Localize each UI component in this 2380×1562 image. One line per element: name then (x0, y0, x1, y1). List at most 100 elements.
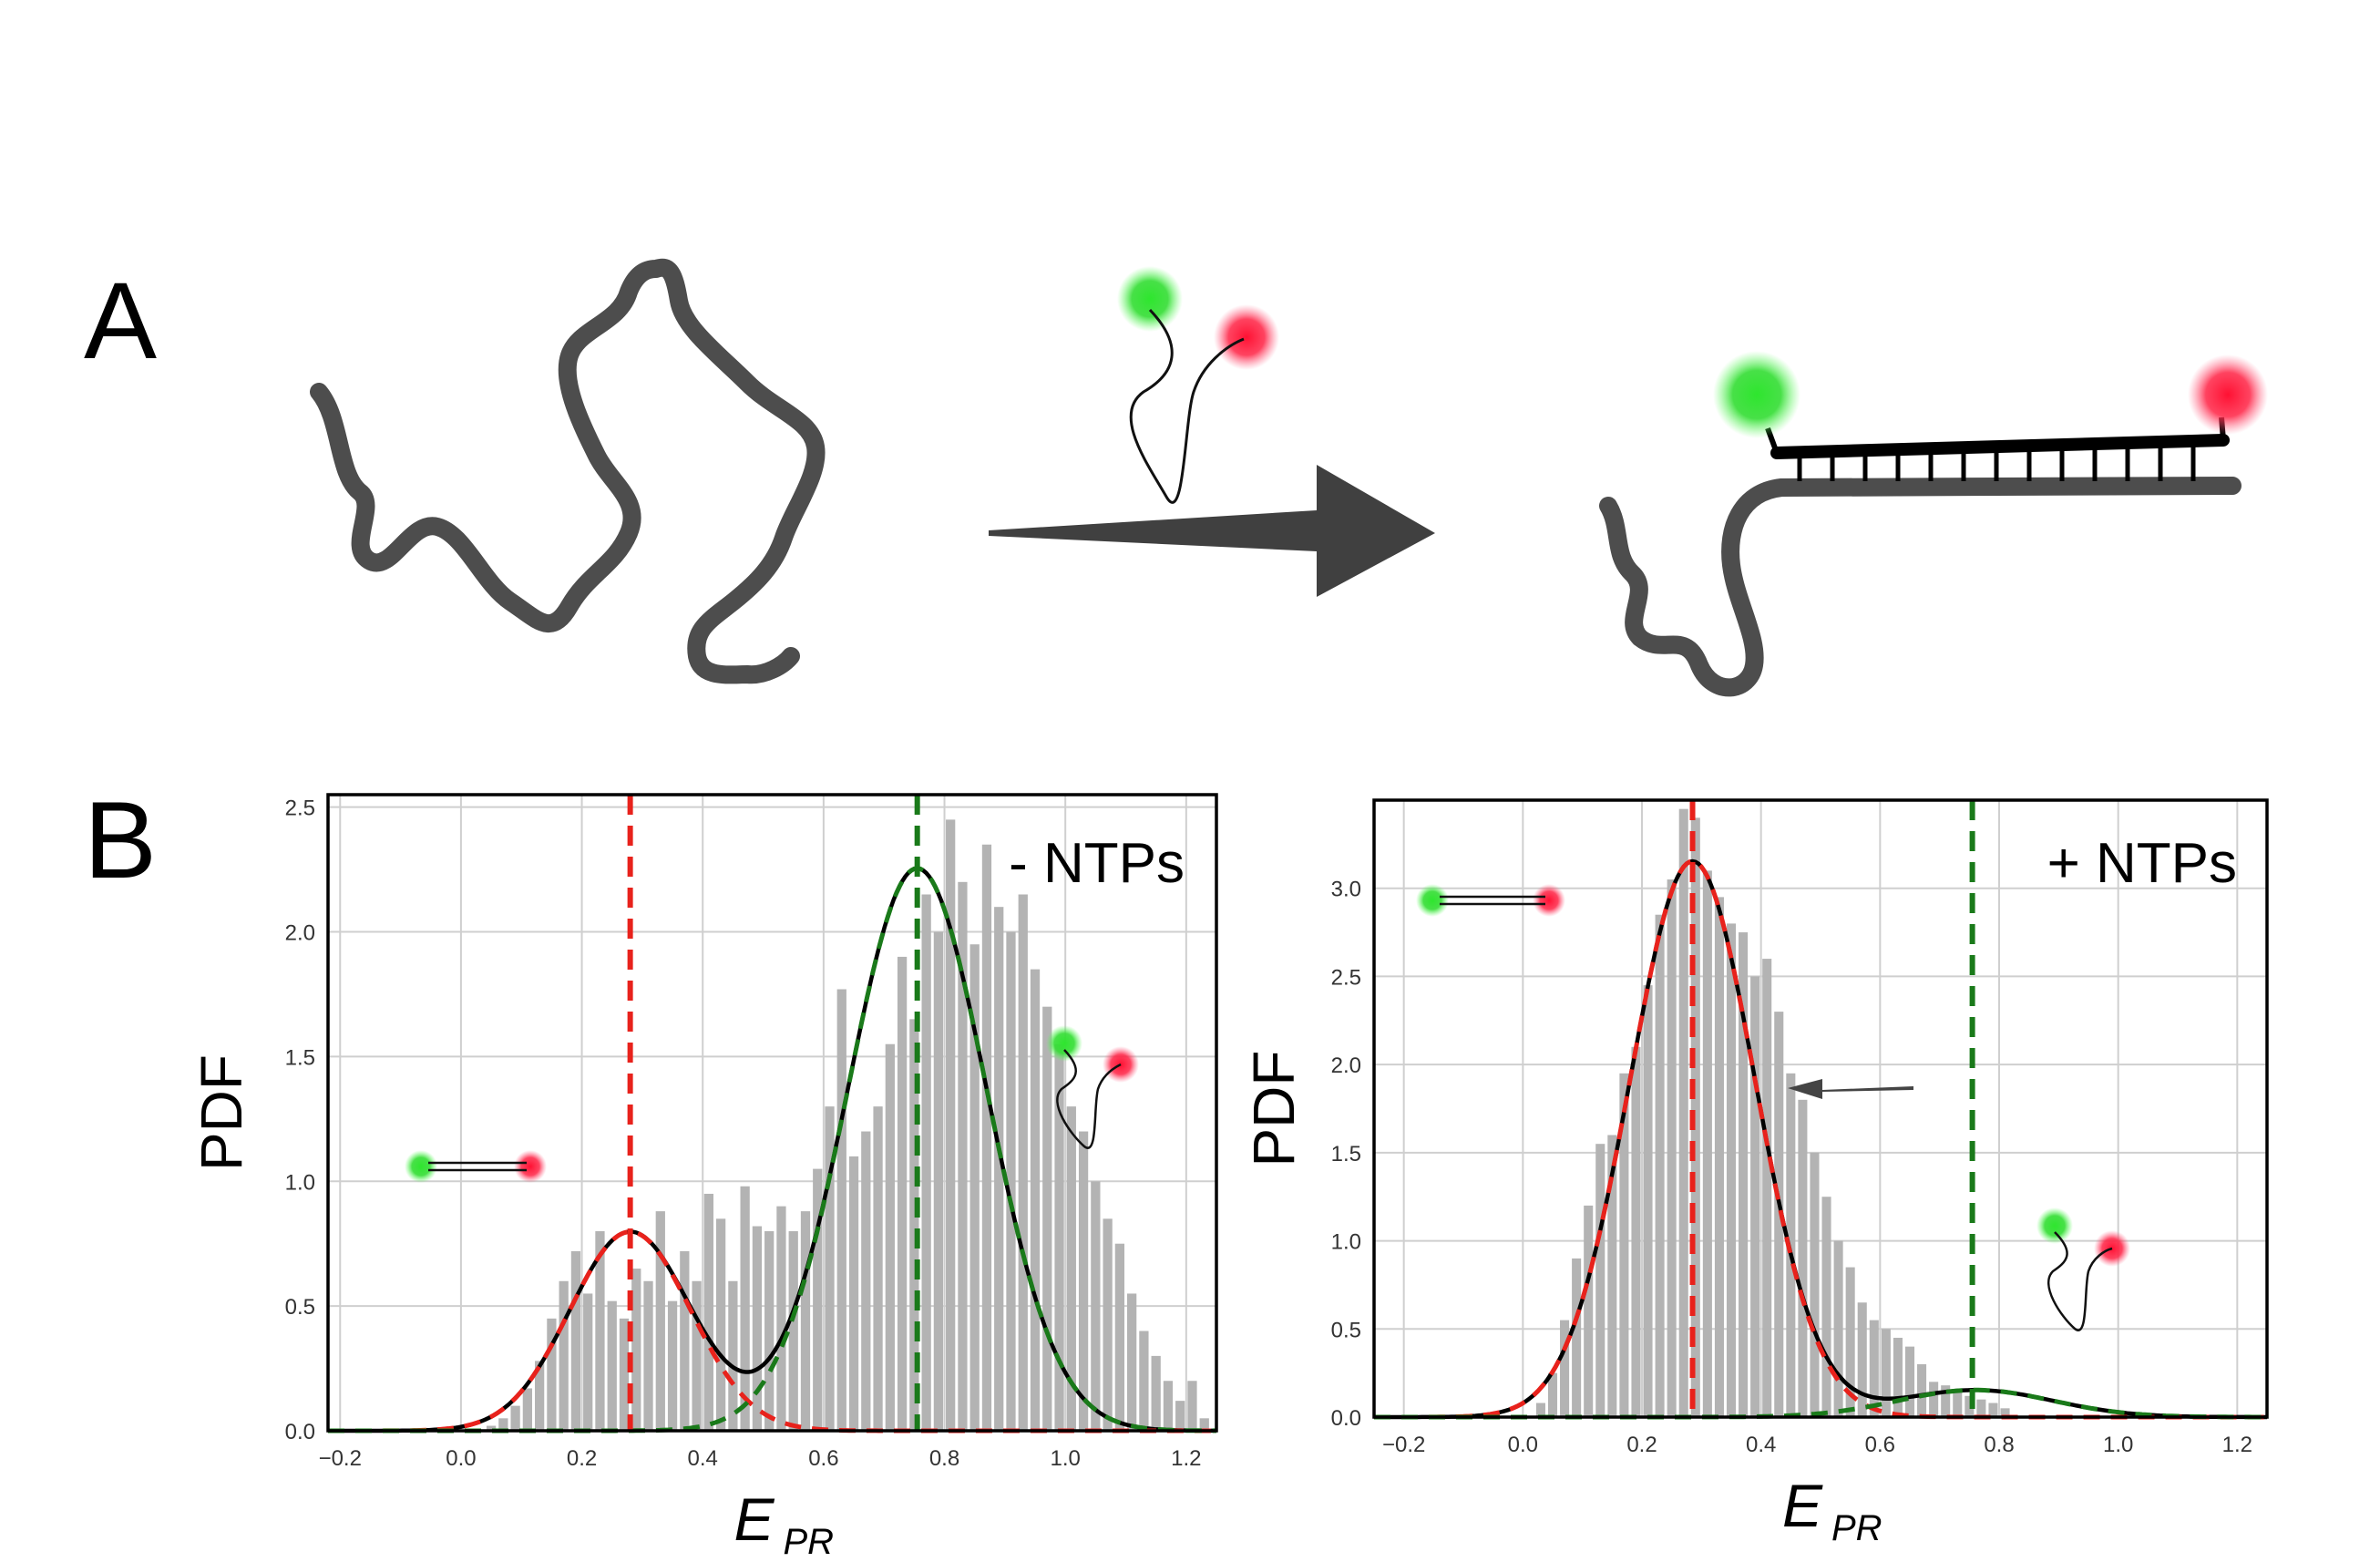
histogram-bar (1941, 1385, 1951, 1417)
histogram-bar (1833, 1240, 1843, 1417)
y-tick-label: 2.0 (1331, 1053, 1361, 1078)
histogram-bar (1139, 1331, 1149, 1431)
histogram-bar (595, 1231, 605, 1431)
y-axis-label: PDF (1241, 1051, 1307, 1167)
histogram-bar (1547, 1372, 1558, 1417)
panel-b-label: B (84, 779, 158, 901)
coil-icon-right (2036, 1207, 2130, 1331)
histogram-bar (559, 1280, 569, 1431)
histogram-bar (1103, 1218, 1113, 1431)
histogram-bar (680, 1250, 690, 1431)
histogram-bar (1151, 1355, 1161, 1431)
histogram-bar (547, 1318, 557, 1431)
x-tick-label: −0.2 (1382, 1433, 1425, 1457)
histogram-bar (861, 1131, 871, 1431)
histogram-bar (728, 1280, 738, 1431)
histogram-bar (583, 1293, 593, 1431)
histogram-bar (486, 1425, 497, 1431)
y-tick-label: 1.5 (1331, 1142, 1361, 1166)
y-axis-label: PDF (189, 1054, 254, 1171)
component-curve-low-FRET (1374, 858, 2267, 1420)
y-tick-label: 1.5 (285, 1045, 315, 1070)
histogram-bar (703, 1193, 713, 1431)
histogram-bar (921, 894, 931, 1431)
histogram-bar (933, 931, 944, 1431)
histogram-bar (1702, 870, 1712, 1417)
histogram-bar (1774, 1012, 1784, 1417)
histogram-bar (1187, 1381, 1197, 1431)
histogram-bar (522, 1388, 533, 1431)
histogram-bar (1584, 1205, 1594, 1417)
histogram-bar (655, 1211, 665, 1431)
histogram-bar (825, 1106, 835, 1431)
y-tick-label: 2.5 (1331, 965, 1361, 990)
panel-a-label: A (84, 260, 158, 382)
x-tick-label: 1.2 (2222, 1433, 2252, 1457)
histogram-bar (510, 1405, 520, 1431)
histogram-bar (1881, 1329, 1891, 1417)
histogram-bar (2000, 1408, 2010, 1417)
histogram-bar (740, 1186, 750, 1431)
x-tick-label: 0.6 (1865, 1433, 1895, 1457)
histogram-bar (1893, 1337, 1903, 1417)
histogram-bar (1678, 808, 1688, 1417)
histogram-bar (800, 1211, 811, 1431)
histogram-bar (619, 1318, 630, 1431)
histogram-bar (1714, 897, 1724, 1417)
duplex-icon-right (1416, 884, 1565, 917)
histogram-bar (752, 1226, 763, 1431)
histogram-bar (1810, 1152, 1820, 1417)
histogram-bar (1163, 1381, 1174, 1431)
histogram-bar (1726, 923, 1737, 1417)
histogram-bar (1762, 959, 1772, 1417)
x-axis-label: E (1782, 1472, 1823, 1539)
histogram-bar (1904, 1346, 1915, 1417)
histogram-bar (1595, 1144, 1605, 1417)
x-axis-label-subscript: PR (1831, 1508, 1882, 1548)
x-tick-label: 0.8 (1984, 1433, 2014, 1457)
histogram-bar (1091, 1181, 1101, 1431)
free-probe-icon (1117, 266, 1279, 504)
unfolded-rna-strand (310, 258, 826, 684)
hybridized-probe-icon (1599, 351, 2268, 697)
y-tick-label: 0.5 (1331, 1318, 1361, 1342)
histogram-bar (1976, 1399, 1986, 1417)
y-tick-label: 1.0 (1331, 1230, 1361, 1255)
histogram-bar (764, 1231, 775, 1431)
histogram-bar (1821, 1197, 1831, 1417)
duplex-icon-left (405, 1150, 547, 1183)
histogram-bar (1535, 1403, 1545, 1417)
histogram-bar (1030, 969, 1041, 1431)
histogram-bar (535, 1361, 545, 1431)
condition-label: - NTPs (1009, 832, 1185, 895)
histogram-bar (1114, 1243, 1125, 1431)
coil-icon-left (1046, 1025, 1139, 1149)
histogram-bar (1066, 1106, 1076, 1431)
histogram-bar (1798, 1099, 1808, 1417)
histogram-bar (1643, 985, 1653, 1417)
histogram-bar (1078, 1131, 1089, 1431)
x-tick-label: 1.0 (1050, 1446, 1080, 1471)
histogram-bar (813, 1168, 823, 1431)
histogram-bar (873, 1106, 883, 1431)
histogram-bar (1655, 914, 1665, 1417)
histogram-bar (958, 881, 968, 1431)
x-axis-label-subscript: PR (784, 1522, 835, 1562)
y-tick-label: 2.5 (285, 796, 315, 821)
histogram-bar (994, 907, 1004, 1431)
histogram-bar (1690, 817, 1700, 1417)
histogram-bar (1175, 1401, 1185, 1431)
histogram-bar (1127, 1293, 1137, 1431)
histogram-bar (1929, 1382, 1939, 1417)
y-tick-label: 3.0 (1331, 878, 1361, 902)
shift-arrow (1788, 1079, 1913, 1099)
histogram-bar (981, 844, 992, 1431)
histogram-bar (1953, 1390, 1963, 1417)
histogram-bar (1869, 1320, 1879, 1417)
histogram-bar (570, 1250, 581, 1431)
y-tick-label: 0.0 (1331, 1406, 1361, 1431)
histogram-bar (667, 1300, 678, 1431)
panel-a-diagram (310, 258, 2268, 697)
x-tick-label: 0.8 (929, 1446, 959, 1471)
x-axis-label: E (733, 1485, 775, 1553)
